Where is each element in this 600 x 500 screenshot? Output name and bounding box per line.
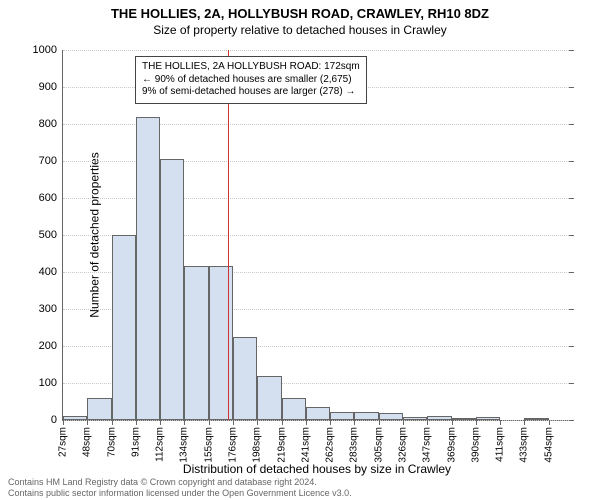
gridline [63, 50, 573, 51]
xtick-label: 305sqm [373, 427, 384, 463]
xtick-label: 155sqm [203, 427, 214, 463]
ytick-label: 400 [39, 266, 57, 278]
annotation-box: THE HOLLIES, 2A HOLLYBUSH ROAD: 172sqm ←… [135, 56, 367, 104]
histogram-bar [233, 337, 257, 420]
xtick-mark [452, 420, 453, 425]
xtick-mark [282, 420, 283, 425]
ytick-mark [569, 50, 574, 51]
ytick-mark [569, 309, 574, 310]
xtick-label: 411sqm [495, 427, 506, 462]
ytick-label: 0 [51, 414, 57, 426]
histogram-bar [452, 418, 476, 420]
histogram-bar [306, 407, 330, 420]
xtick-mark [427, 420, 428, 425]
histogram-bar [379, 413, 403, 420]
xtick-label: 48sqm [82, 427, 93, 457]
xtick-label: 390sqm [470, 427, 481, 463]
histogram-bar [160, 159, 184, 420]
xtick-label: 369sqm [446, 427, 457, 463]
histogram-bar [257, 376, 281, 420]
ytick-label: 600 [39, 192, 57, 204]
xtick-label: 262sqm [325, 427, 336, 463]
footer-line-2: Contains public sector information licen… [8, 488, 352, 498]
histogram-bar [87, 398, 111, 420]
xtick-label: 134sqm [179, 427, 190, 463]
ytick-mark [569, 235, 574, 236]
annotation-line-2: ← 90% of detached houses are smaller (2,… [142, 74, 360, 87]
xtick-mark [209, 420, 210, 425]
xtick-label: 70sqm [106, 427, 117, 457]
xtick-label: 326sqm [398, 427, 409, 463]
histogram-bar [476, 417, 500, 420]
histogram-bar [63, 416, 87, 420]
histogram-bar [136, 117, 160, 420]
annotation-line-1: THE HOLLIES, 2A HOLLYBUSH ROAD: 172sqm [142, 61, 360, 74]
ytick-label: 1000 [33, 44, 57, 56]
footer-line-1: Contains HM Land Registry data © Crown c… [8, 477, 352, 487]
footer-attribution: Contains HM Land Registry data © Crown c… [8, 477, 352, 498]
ytick-mark [569, 198, 574, 199]
histogram-bar [354, 412, 378, 420]
xtick-mark [257, 420, 258, 425]
histogram-bar [330, 412, 354, 420]
xtick-mark [379, 420, 380, 425]
xtick-mark [160, 420, 161, 425]
gridline [63, 420, 573, 421]
histogram-bar [427, 416, 451, 420]
ytick-mark [569, 346, 574, 347]
xtick-mark [549, 420, 550, 425]
xtick-label: 454sqm [543, 427, 554, 463]
plot-area: 0100200300400500600700800900100027sqm48s… [62, 50, 573, 421]
ytick-mark [569, 272, 574, 273]
ytick-mark [569, 383, 574, 384]
histogram-bar [403, 417, 427, 420]
xtick-mark [476, 420, 477, 425]
xtick-label: 176sqm [228, 427, 239, 463]
xtick-mark [500, 420, 501, 425]
ytick-mark [569, 420, 574, 421]
xtick-label: 347sqm [422, 427, 433, 463]
xtick-mark [354, 420, 355, 425]
chart-subtitle: Size of property relative to detached ho… [0, 21, 600, 37]
xtick-mark [306, 420, 307, 425]
ytick-label: 800 [39, 118, 57, 130]
ytick-mark [569, 161, 574, 162]
xtick-label: 219sqm [276, 427, 287, 463]
xtick-mark [403, 420, 404, 425]
xtick-mark [330, 420, 331, 425]
ytick-label: 900 [39, 81, 57, 93]
xtick-mark [184, 420, 185, 425]
chart-title: THE HOLLIES, 2A, HOLLYBUSH ROAD, CRAWLEY… [0, 0, 600, 21]
histogram-bar [524, 418, 548, 420]
xtick-mark [233, 420, 234, 425]
ytick-label: 200 [39, 340, 57, 352]
xtick-mark [524, 420, 525, 425]
annotation-line-3: 9% of semi-detached houses are larger (2… [142, 86, 360, 99]
histogram-bar [112, 235, 136, 420]
xtick-label: 112sqm [155, 427, 166, 462]
ytick-mark [569, 124, 574, 125]
xtick-label: 198sqm [252, 427, 263, 463]
xtick-label: 283sqm [349, 427, 360, 463]
xtick-mark [63, 420, 64, 425]
xtick-mark [87, 420, 88, 425]
xtick-mark [112, 420, 113, 425]
xtick-label: 241sqm [300, 427, 311, 463]
histogram-bar [209, 266, 233, 420]
histogram-bar [282, 398, 306, 420]
x-axis-label: Distribution of detached houses by size … [62, 462, 572, 476]
histogram-bar [184, 266, 208, 420]
ytick-label: 300 [39, 303, 57, 315]
ytick-label: 500 [39, 229, 57, 241]
xtick-label: 91sqm [130, 427, 141, 457]
property-marker-line [228, 50, 229, 420]
xtick-label: 433sqm [519, 427, 530, 463]
xtick-mark [136, 420, 137, 425]
ytick-mark [569, 87, 574, 88]
xtick-label: 27sqm [58, 427, 69, 457]
ytick-label: 100 [39, 377, 57, 389]
ytick-label: 700 [39, 155, 57, 167]
